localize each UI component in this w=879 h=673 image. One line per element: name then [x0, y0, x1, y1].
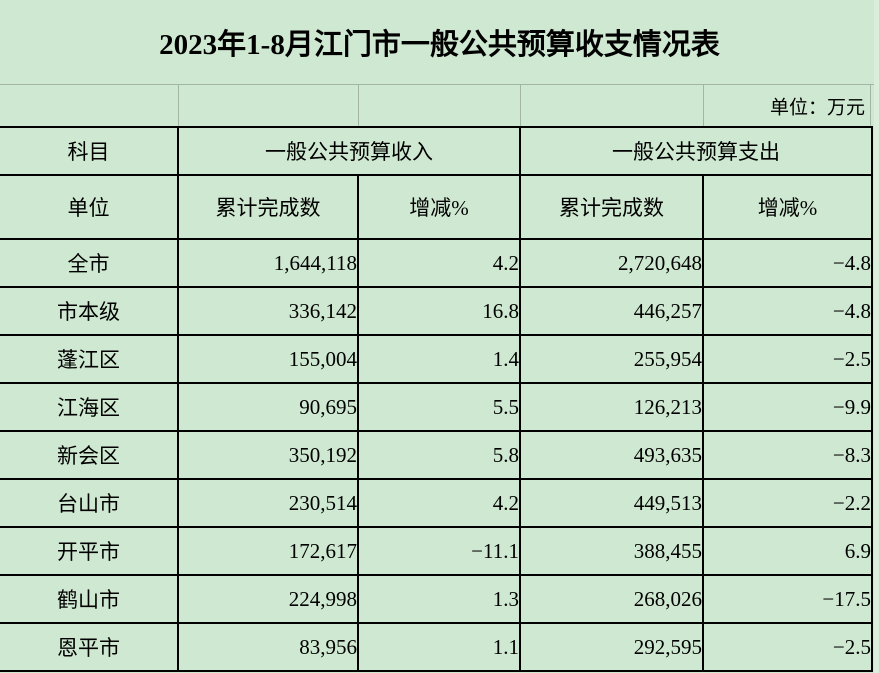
table-row: 新会区 350,192 5.8 493,635 −8.3: [0, 430, 873, 480]
page-title: 2023年1-8月江门市一般公共预算收支情况表: [159, 29, 720, 61]
gridline: [703, 85, 704, 126]
header-subject-cell: 科目: [0, 126, 179, 176]
expenditure-change-cell: −9.9: [702, 382, 873, 432]
expenditure-value-cell: 126,213: [519, 382, 704, 432]
table-row: 市本级 336,142 16.8 446,257 −4.8: [0, 286, 873, 336]
expenditure-value-cell: 255,954: [519, 334, 704, 384]
revenue-change-cell: 1.4: [357, 334, 521, 384]
expenditure-change-cell: −4.8: [702, 286, 873, 336]
revenue-change-cell: 16.8: [357, 286, 521, 336]
unit-name-cell: 新会区: [0, 430, 179, 480]
revenue-value-cell: 172,617: [177, 526, 359, 576]
revenue-change-cell: 5.5: [357, 382, 521, 432]
revenue-value-cell: 1,644,118: [177, 238, 359, 288]
header-expenditure-cumulative-cell: 累计完成数: [519, 174, 704, 240]
header-expenditure-change-cell: 增减%: [702, 174, 873, 240]
revenue-change-cell: 4.2: [357, 478, 521, 528]
header-expenditure-group-cell: 一般公共预算支出: [519, 126, 873, 176]
revenue-value-cell: 224,998: [177, 574, 359, 624]
expenditure-change-cell: −17.5: [702, 574, 873, 624]
unit-name-cell: 蓬江区: [0, 334, 179, 384]
unit-note: 单位：万元: [769, 97, 865, 118]
revenue-change-cell: 4.2: [357, 238, 521, 288]
expenditure-change-cell: −2.5: [702, 334, 873, 384]
table-header-row-columns: 单位 累计完成数 增减% 累计完成数 增减%: [0, 174, 873, 240]
expenditure-value-cell: 268,026: [519, 574, 704, 624]
revenue-change-cell: 5.8: [357, 430, 521, 480]
expenditure-value-cell: 292,595: [519, 622, 704, 672]
table-row: 台山市 230,514 4.2 449,513 −2.2: [0, 478, 873, 528]
unit-name-cell: 江海区: [0, 382, 179, 432]
gridline: [870, 85, 871, 126]
table-row: 鹤山市 224,998 1.3 268,026 −17.5: [0, 574, 873, 624]
revenue-value-cell: 83,956: [177, 622, 359, 672]
header-revenue-change-cell: 增减%: [357, 174, 521, 240]
expenditure-value-cell: 2,720,648: [519, 238, 704, 288]
expenditure-value-cell: 449,513: [519, 478, 704, 528]
budget-table: 科目 一般公共预算收入 一般公共预算支出 单位 累计完成数 增减% 累计完成数 …: [0, 126, 873, 672]
table-header-row-groups: 科目 一般公共预算收入 一般公共预算支出: [0, 126, 873, 176]
revenue-change-cell: 1.1: [357, 622, 521, 672]
revenue-change-cell: 1.3: [357, 574, 521, 624]
expenditure-change-cell: −2.2: [702, 478, 873, 528]
unit-name-cell: 鹤山市: [0, 574, 179, 624]
expenditure-value-cell: 446,257: [519, 286, 704, 336]
table-row: 江海区 90,695 5.5 126,213 −9.9: [0, 382, 873, 432]
gridline: [520, 85, 521, 126]
table-row: 开平市 172,617 −11.1 388,455 6.9: [0, 526, 873, 576]
expenditure-change-cell: −2.5: [702, 622, 873, 672]
table-row: 蓬江区 155,004 1.4 255,954 −2.5: [0, 334, 873, 384]
table-row: 恩平市 83,956 1.1 292,595 −2.5: [0, 622, 873, 672]
header-revenue-group-cell: 一般公共预算收入: [177, 126, 521, 176]
revenue-value-cell: 90,695: [177, 382, 359, 432]
revenue-value-cell: 230,514: [177, 478, 359, 528]
unit-name-cell: 台山市: [0, 478, 179, 528]
sheet-margin: [874, 0, 879, 673]
header-revenue-cumulative-cell: 累计完成数: [177, 174, 359, 240]
gridline: [358, 85, 359, 126]
unit-note-row: 单位：万元: [0, 84, 879, 126]
revenue-change-cell: −11.1: [357, 526, 521, 576]
table-row: 全市 1,644,118 4.2 2,720,648 −4.8: [0, 238, 873, 288]
unit-name-cell: 全市: [0, 238, 179, 288]
expenditure-change-cell: −4.8: [702, 238, 873, 288]
gridline: [178, 85, 179, 126]
expenditure-change-cell: 6.9: [702, 526, 873, 576]
unit-name-cell: 恩平市: [0, 622, 179, 672]
expenditure-change-cell: −8.3: [702, 430, 873, 480]
revenue-value-cell: 155,004: [177, 334, 359, 384]
revenue-value-cell: 350,192: [177, 430, 359, 480]
revenue-value-cell: 336,142: [177, 286, 359, 336]
expenditure-value-cell: 388,455: [519, 526, 704, 576]
header-unit-cell: 单位: [0, 174, 179, 240]
unit-name-cell: 市本级: [0, 286, 179, 336]
unit-name-cell: 开平市: [0, 526, 179, 576]
expenditure-value-cell: 493,635: [519, 430, 704, 480]
